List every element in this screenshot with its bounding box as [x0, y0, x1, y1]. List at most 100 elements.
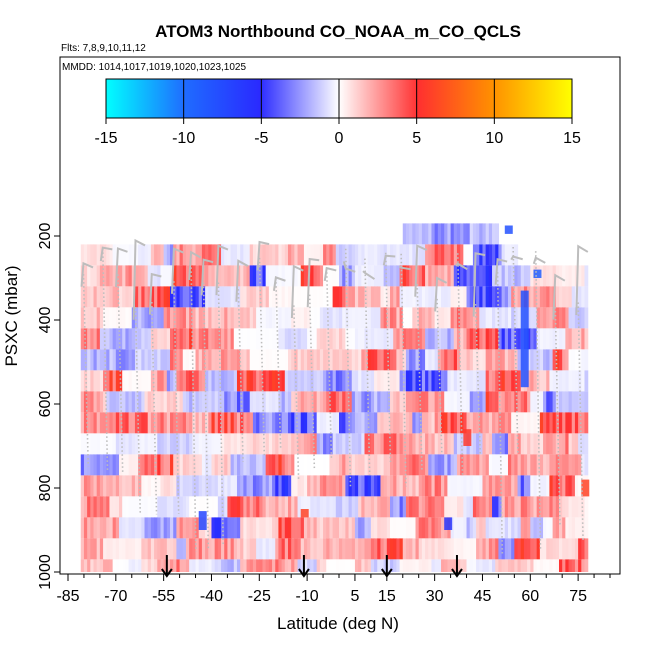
heatmap-cell — [501, 370, 506, 392]
heatmap-cell — [479, 265, 484, 287]
heatmap-cell — [125, 349, 130, 371]
heatmap-cell — [386, 286, 391, 308]
heatmap-cell — [103, 559, 107, 572]
heatmap-cell — [294, 349, 299, 371]
heatmap-cell — [393, 265, 397, 287]
heatmap-cell — [466, 370, 471, 392]
heatmap-cell — [390, 412, 394, 434]
heatmap-cell — [412, 328, 417, 350]
heatmap-cell — [131, 370, 136, 392]
heatmap-cell — [173, 391, 177, 413]
heatmap-cell — [272, 475, 276, 497]
heatmap-cell — [157, 244, 162, 266]
heatmap-cell — [498, 559, 503, 572]
heatmap-cell — [527, 370, 531, 392]
heatmap-cell — [523, 496, 528, 518]
heatmap-cell — [284, 244, 289, 266]
heatmap-cell — [99, 265, 104, 287]
heatmap-cell — [354, 349, 359, 371]
heatmap-cell — [259, 391, 264, 413]
y-tick-label: 1000 — [37, 554, 54, 590]
heatmap-cell — [558, 412, 563, 434]
heatmap-cell — [501, 349, 506, 371]
heatmap-cell — [281, 265, 286, 287]
heatmap-cell — [157, 433, 162, 455]
heatmap-cell — [134, 244, 139, 266]
heatmap-cell — [281, 349, 286, 371]
heatmap-cell — [112, 412, 117, 434]
colorbar-tick-label: -10 — [172, 130, 195, 147]
heatmap-cell — [80, 349, 85, 371]
heatmap-cell — [115, 454, 120, 476]
heatmap-cell — [198, 433, 203, 455]
colorbar: -15 -10 -5 0 5 10 15 — [94, 78, 581, 147]
heatmap-cell — [211, 538, 216, 560]
heatmap-cell — [431, 328, 436, 350]
heatmap-cell — [578, 286, 582, 308]
heatmap-cell — [103, 454, 107, 476]
heatmap-cell — [323, 538, 327, 560]
heatmap-cell — [504, 517, 509, 539]
heatmap-cell — [495, 433, 500, 455]
heatmap-cell — [380, 454, 385, 476]
heatmap-cell — [208, 391, 213, 413]
heatmap-cell — [418, 412, 423, 434]
heatmap-cell — [103, 244, 107, 266]
heatmap-cell — [390, 391, 394, 413]
heatmap-cell — [431, 538, 436, 560]
heatmap-cell — [578, 475, 582, 497]
heatmap-cell — [103, 328, 107, 350]
heatmap-cell — [377, 286, 382, 308]
heatmap-cell — [291, 307, 295, 329]
dates-label: MMDD: 1014,1017,1019,1020,1023,1025 — [62, 62, 246, 73]
heatmap-cell — [195, 433, 200, 455]
heatmap-cell — [380, 517, 385, 539]
heatmap-cell — [581, 286, 586, 308]
heatmap-cell — [160, 517, 165, 539]
heatmap-cell — [568, 349, 573, 371]
heatmap-cell — [354, 412, 359, 434]
heatmap-cell — [249, 475, 254, 497]
heatmap-cell — [530, 265, 535, 287]
heatmap-cell — [476, 412, 480, 434]
heatmap-cell — [303, 391, 308, 413]
heatmap-cell — [109, 412, 114, 434]
heatmap-cell — [265, 454, 270, 476]
heatmap-cell — [99, 286, 104, 308]
heatmap-cell — [287, 496, 292, 518]
heatmap-cell — [221, 286, 225, 308]
heatmap-cell — [323, 475, 327, 497]
heatmap-cell — [112, 475, 117, 497]
heatmap-cell — [297, 538, 302, 560]
heatmap-cell — [275, 517, 280, 539]
heatmap-cell — [527, 307, 531, 329]
heatmap-cell — [543, 328, 547, 350]
heatmap-cell — [571, 265, 576, 287]
heatmap-cell — [185, 433, 190, 455]
heatmap-cell — [112, 496, 117, 518]
heatmap-cell — [562, 433, 566, 455]
heatmap-cell — [307, 244, 311, 266]
profile-cruise — [115, 247, 128, 288]
heatmap-cell — [456, 286, 461, 308]
heatmap-cell — [520, 475, 525, 497]
heatmap-cell — [409, 307, 413, 329]
heatmap-cell — [339, 475, 343, 497]
heatmap-cell — [214, 391, 219, 413]
heatmap-cell — [501, 475, 506, 497]
heatmap-cell — [488, 412, 493, 434]
heatmap-cell — [501, 454, 506, 476]
heatmap-cell — [313, 265, 318, 287]
heatmap-cell — [447, 286, 452, 308]
heatmap-cell — [96, 475, 101, 497]
heatmap-cell — [323, 517, 327, 539]
profile-cruise — [455, 262, 468, 271]
heatmap-cell — [425, 349, 429, 371]
heatmap-cell — [160, 496, 165, 518]
heatmap-cell — [421, 307, 426, 329]
heatmap-cell — [345, 454, 350, 476]
heatmap-cell — [441, 496, 445, 518]
heatmap-cell — [568, 517, 573, 539]
heatmap-cell — [450, 559, 455, 572]
heatmap-cell — [326, 433, 331, 455]
